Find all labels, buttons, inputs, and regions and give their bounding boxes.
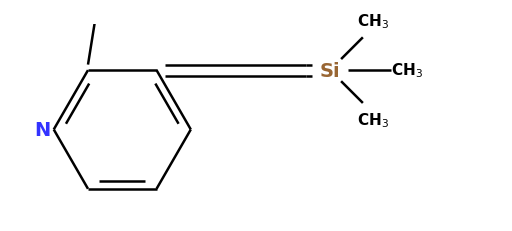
- Text: CH$_3$: CH$_3$: [357, 12, 389, 31]
- Text: N: N: [35, 120, 51, 139]
- Text: CH$_3$: CH$_3$: [391, 61, 423, 80]
- Text: Cl: Cl: [91, 0, 112, 4]
- Text: Si: Si: [319, 61, 340, 80]
- Text: CH$_3$: CH$_3$: [357, 111, 389, 129]
